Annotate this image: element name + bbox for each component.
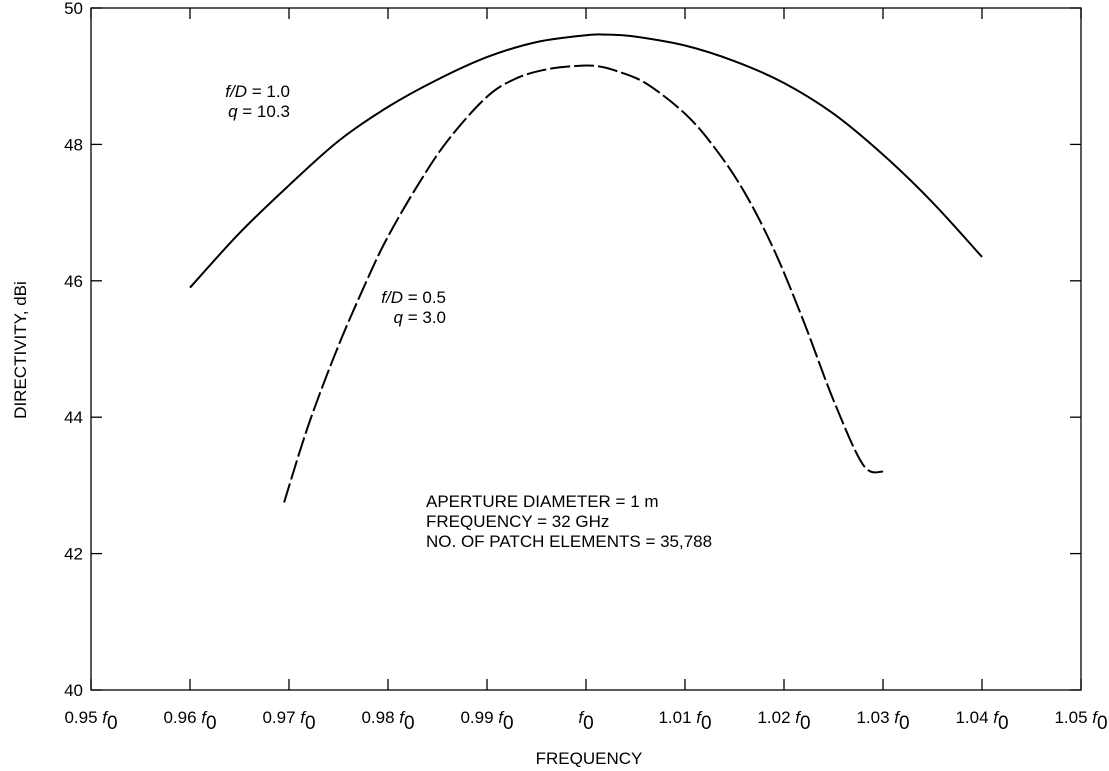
- y-axis-label: DIRECTIVITY, dBi: [11, 281, 30, 419]
- series-layer: [189, 33, 983, 503]
- note-frequency: FREQUENCY = 32 GHz: [426, 512, 609, 531]
- y-tick-label: 44: [64, 408, 83, 427]
- annotations: f/D = 1.0q = 10.3 f/D = 0.5q = 3.0: [225, 82, 446, 327]
- x-tick-label: 1.01 f0: [658, 708, 711, 734]
- x-axis-label: FREQUENCY: [536, 749, 643, 768]
- x-tick-label: 1.02 f0: [757, 708, 810, 734]
- x-tick-label: 0.97 f0: [262, 708, 315, 734]
- x-axis-ticks: 0.95 f0 0.96 f0 0.97 f0 0.98 f0 0.99 f0 f0 1.0…: [64, 8, 1108, 734]
- x-tick-label: 0.99 f0: [460, 708, 513, 734]
- annotation-fd-0-5-line1: f/D = 0.5: [381, 288, 446, 307]
- x-tick-label: 0.98 f0: [361, 708, 414, 734]
- x-tick-label: 1.05 f0: [1054, 708, 1107, 734]
- annotation-fd-1-0-line1: f/D = 1.0: [225, 82, 290, 101]
- y-tick-label: 48: [64, 135, 83, 154]
- y-tick-label: 40: [64, 681, 83, 700]
- x-tick-label: f0: [578, 708, 593, 734]
- annotation-fd-1-0-line2: q = 10.3: [228, 102, 290, 121]
- x-tick-label: 0.95 f0: [64, 708, 117, 734]
- notes-block: APERTURE DIAMETER = 1 m FREQUENCY = 32 G…: [426, 492, 712, 551]
- y-tick-label: 50: [64, 0, 83, 18]
- x-tick-label: 0.96 f0: [163, 708, 216, 734]
- note-aperture: APERTURE DIAMETER = 1 m: [426, 492, 659, 511]
- series-fd-0-5-line: [283, 64, 884, 503]
- y-tick-label: 46: [64, 272, 83, 291]
- x-tick-label: 1.04 f0: [955, 708, 1008, 734]
- y-axis-ticks: 40 42 44 46 48 50: [64, 0, 1081, 700]
- annotation-fd-0-5-line2: q = 3.0: [394, 308, 446, 327]
- x-tick-label: 1.03 f0: [856, 708, 909, 734]
- note-patch-elements: NO. OF PATCH ELEMENTS = 35,788: [426, 532, 712, 551]
- y-tick-label: 42: [64, 545, 83, 564]
- series-fd-1-0-line: [189, 33, 983, 289]
